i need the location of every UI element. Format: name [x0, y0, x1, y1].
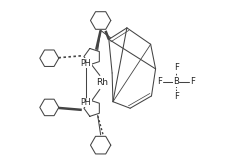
Text: F: F: [174, 92, 179, 101]
Text: Rh: Rh: [96, 78, 108, 87]
Text: F: F: [174, 63, 179, 72]
Text: F: F: [157, 78, 162, 86]
Text: B: B: [173, 78, 179, 86]
Text: PH: PH: [81, 98, 91, 107]
Text: PH: PH: [81, 59, 91, 68]
Text: F: F: [190, 78, 195, 86]
